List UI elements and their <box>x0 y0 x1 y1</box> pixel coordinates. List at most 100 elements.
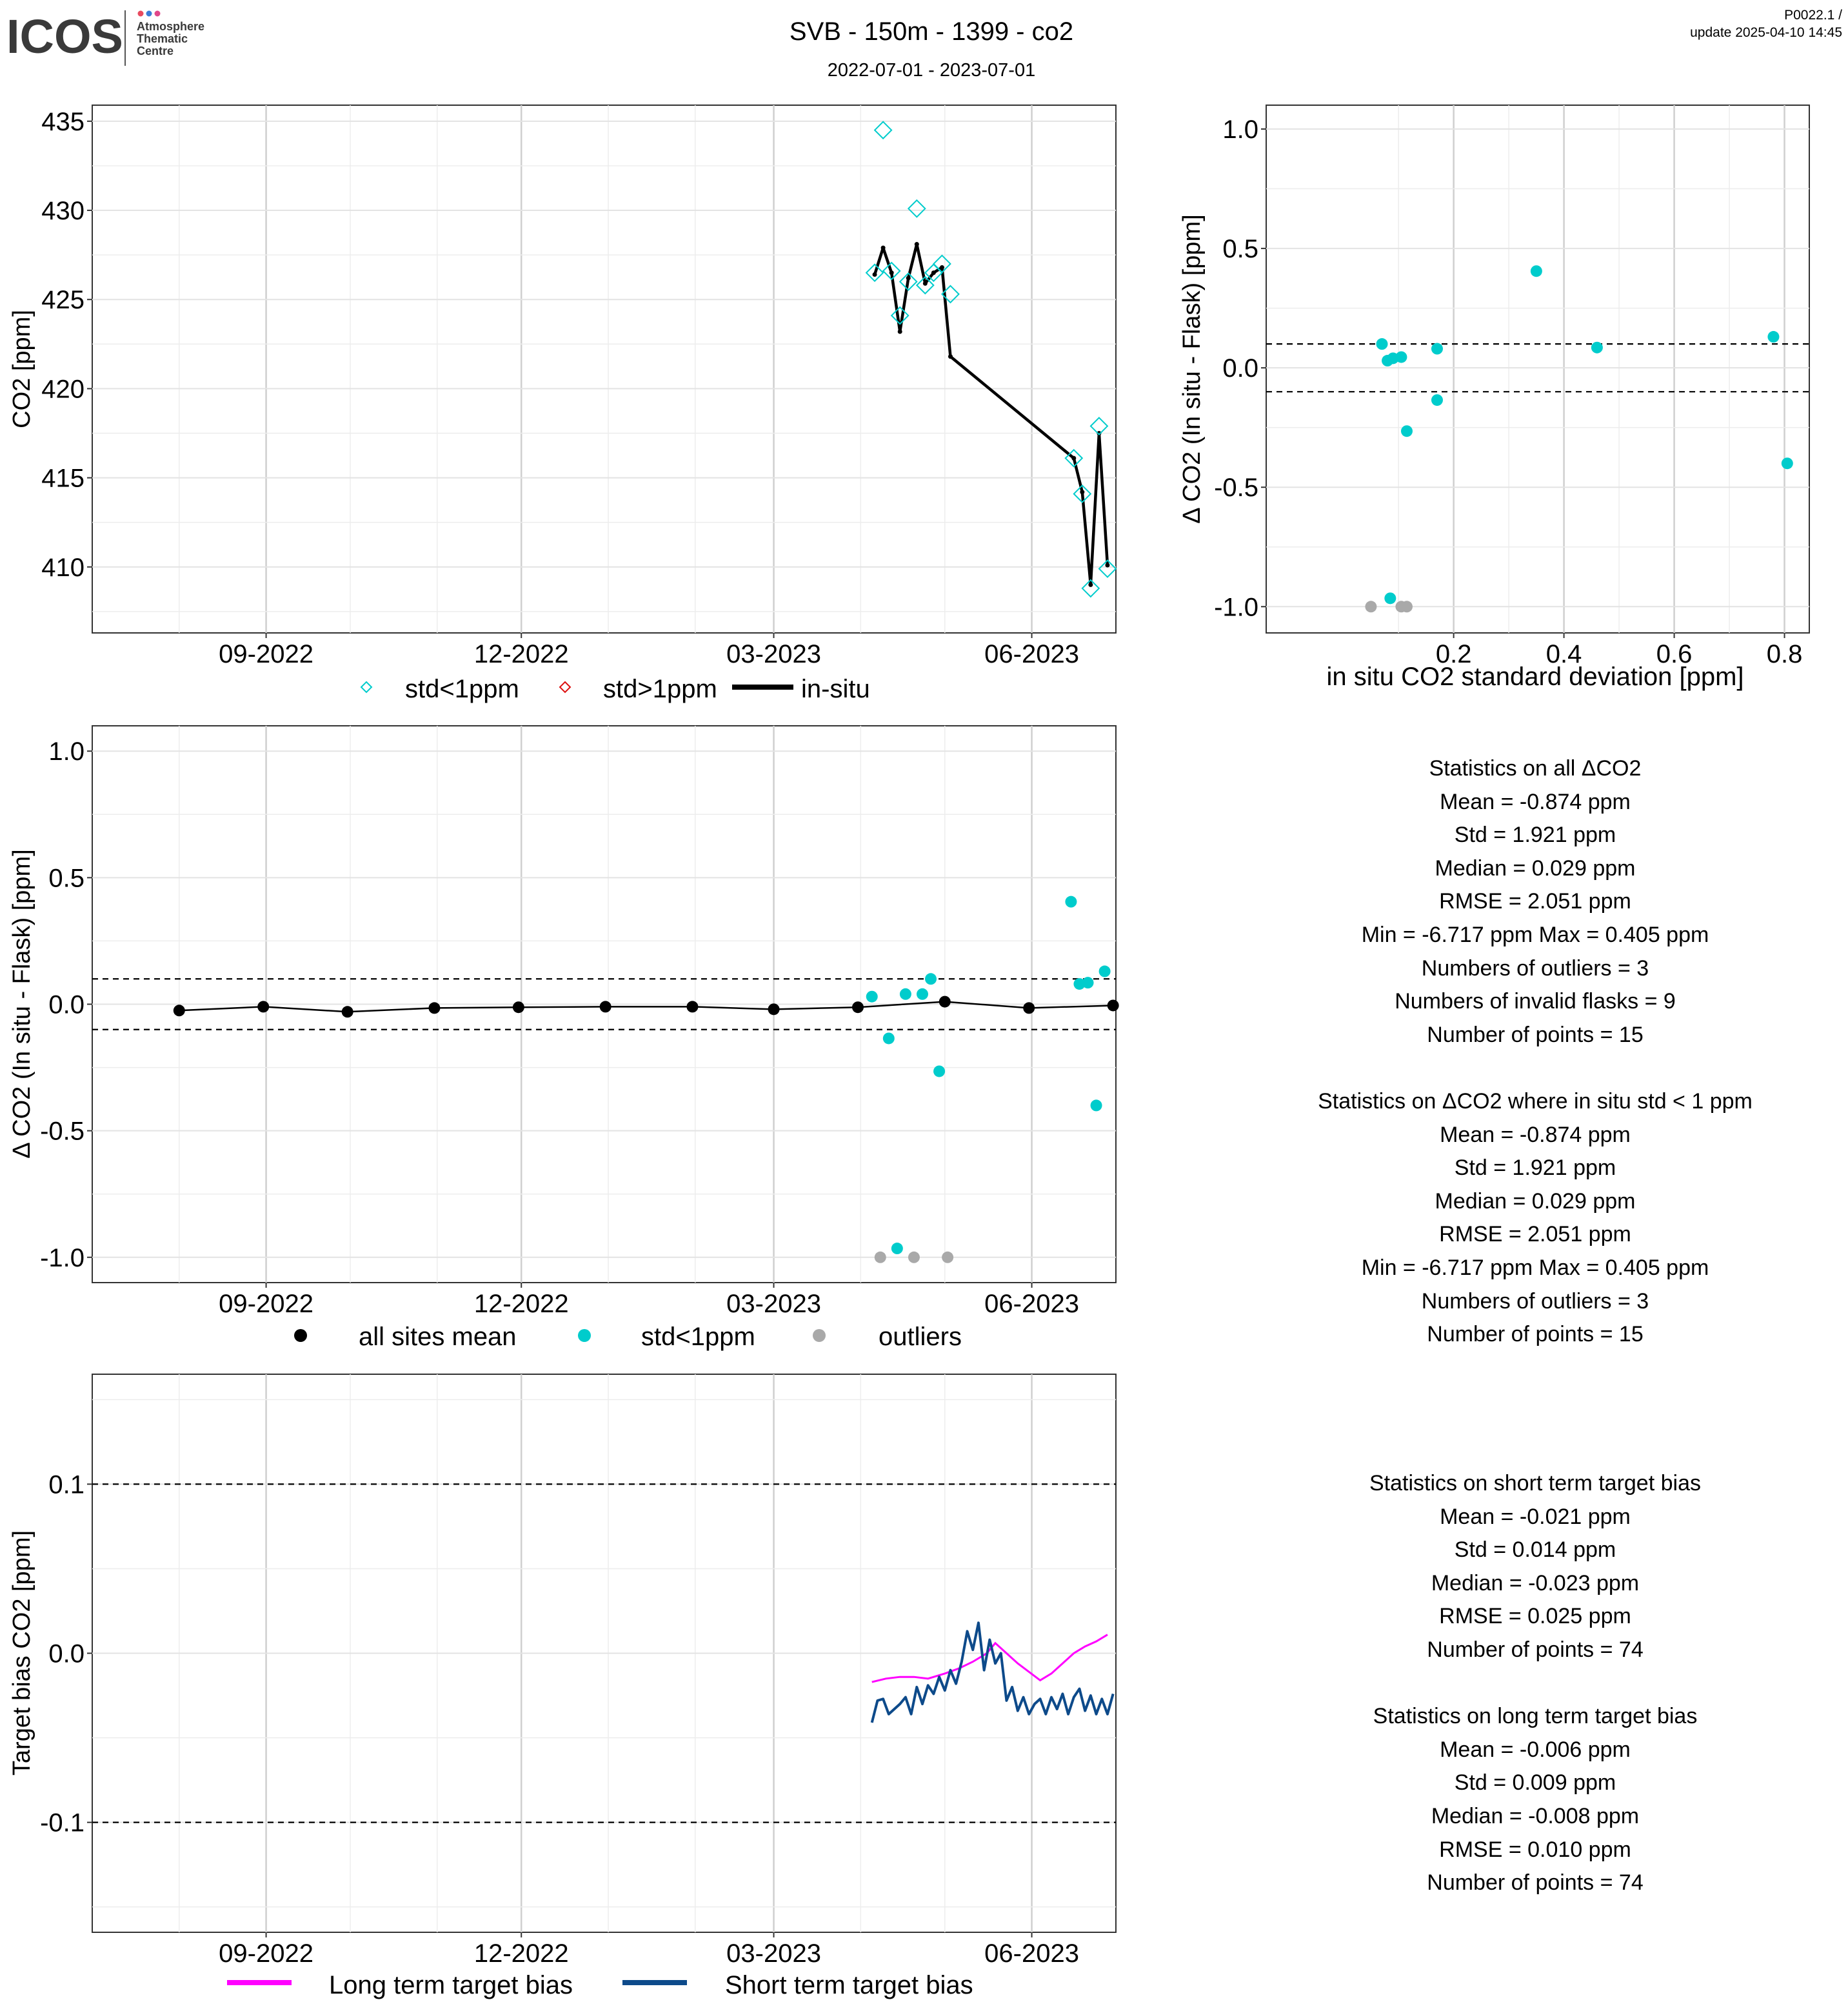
std-lt-1ppm-point <box>1098 965 1111 977</box>
stats-line: Number of points = 15 <box>1427 1022 1644 1047</box>
all-sites-mean-point <box>768 1003 780 1016</box>
delta-grid <box>92 726 1116 1283</box>
legend-label-all-sites-mean: all sites mean <box>359 1323 517 1351</box>
logo-dot-blue <box>146 10 152 17</box>
delta-y-tick-label: -0.5 <box>40 1117 84 1146</box>
scatter-y-tick-label: 0.0 <box>1222 354 1258 383</box>
all-sites-mean-point <box>851 1001 864 1014</box>
version-label: P0022.1 / <box>1784 8 1842 23</box>
std-lt-1ppm-point <box>925 973 937 985</box>
legend-label-std-gt-1ppm: std>1ppm <box>603 675 717 703</box>
stats-line: Mean = -0.874 ppm <box>1440 789 1631 814</box>
bias-x-tick-label: 12-2022 <box>474 1939 569 1968</box>
stats-line: Median = -0.023 ppm <box>1431 1570 1640 1596</box>
co2-y-tick-label: 430 <box>41 197 84 225</box>
outlier-point <box>908 1251 920 1263</box>
all-sites-mean-point <box>257 1001 270 1013</box>
flask-std-lt-1ppm-marker <box>907 199 926 218</box>
in-situ-point <box>948 354 953 359</box>
co2-x-tick-label: 12-2022 <box>474 640 569 668</box>
stats-line: Statistics on short term target bias <box>1369 1471 1701 1496</box>
std-lt-1ppm-point <box>1400 425 1413 437</box>
delta-y-ticks: -1.0 -0.5 0.0 0.5 1.0 <box>40 737 92 1272</box>
co2-plot-frame <box>92 105 1117 634</box>
delta-y-tick-label: 0.5 <box>48 864 84 892</box>
delta-y-tick-label: 1.0 <box>48 737 84 766</box>
stats-line: Statistics on all ΔCO2 <box>1429 756 1642 781</box>
in-situ-point <box>931 270 936 275</box>
stats-line: Std = 1.921 ppm <box>1454 823 1616 848</box>
scatter-y-tick-label: 0.5 <box>1222 235 1258 263</box>
delta-x-tick-label: 06-2023 <box>984 1290 1079 1318</box>
delta-x-ticks: 09-2022 12-2022 03-2023 06-2023 <box>219 1283 1079 1318</box>
legend-marker-all-sites-mean <box>294 1329 307 1342</box>
co2-legend: std<1ppm std>1ppm in-situ <box>360 675 870 703</box>
delta-x-tick-label: 12-2022 <box>474 1290 569 1318</box>
logo-dot-pink <box>154 10 161 17</box>
in-situ-point <box>906 275 911 281</box>
stats-line: Statistics on long term target bias <box>1373 1704 1698 1729</box>
in-situ-point <box>897 329 902 334</box>
bias-x-tick-label: 06-2023 <box>984 1939 1079 1968</box>
std-lt-1ppm-point <box>1065 895 1077 908</box>
scatter-x-axis-label: in situ CO2 standard deviation [ppm] <box>1326 663 1744 691</box>
stats-line: Min = -6.717 ppm Max = 0.405 ppm <box>1361 1255 1709 1280</box>
delta-timeseries-chart: -1.0-0.50.00.51.0 09-2022 12-2022 03-2023 0… <box>8 725 1119 1351</box>
outlier-point <box>942 1251 954 1263</box>
flask-std-lt-1ppm-marker <box>890 306 909 325</box>
in-situ-point <box>939 265 944 270</box>
in-situ-point <box>889 270 894 275</box>
co2-x-tick-label: 03-2023 <box>726 640 821 668</box>
stats-line: Std = 0.009 ppm <box>1454 1770 1616 1796</box>
stats-line: RMSE = 2.051 ppm <box>1439 1222 1631 1247</box>
std-lt-1ppm-point <box>1767 331 1780 343</box>
legend-label-long-term: Long term target bias <box>329 1971 573 1999</box>
stats-line: RMSE = 0.025 ppm <box>1439 1604 1631 1629</box>
legend-label-short-term: Short term target bias <box>725 1971 973 1999</box>
legend-label-in-situ: in-situ <box>801 675 870 703</box>
std-lt-1ppm-point <box>899 988 911 1000</box>
stats-line: Std = 1.921 ppm <box>1454 1156 1616 1181</box>
update-label: update 2025-04-10 14:45 <box>1690 25 1842 40</box>
stats-spacer <box>1213 1667 1848 1701</box>
stats-line: Numbers of outliers = 3 <box>1421 955 1649 981</box>
stats-line: Median = 0.029 ppm <box>1435 855 1636 881</box>
bias-y-tick-label: -0.1 <box>40 1809 84 1837</box>
in-situ-point <box>872 272 877 277</box>
stats-line: Numbers of invalid flasks = 9 <box>1395 989 1676 1014</box>
co2-y-tick-label: 410 <box>41 554 84 582</box>
in-situ-point <box>922 281 928 286</box>
short-term-bias-line <box>870 1621 1115 1723</box>
bias-x-tick-label: 03-2023 <box>726 1939 821 1968</box>
scatter-plot-frame <box>1266 105 1810 634</box>
stats-line: Numbers of outliers = 3 <box>1421 1288 1649 1314</box>
outlier-point <box>1400 601 1413 613</box>
delta-y-axis-label: Δ CO2 (In situ - Flask) [ppm] <box>8 849 35 1158</box>
scatter-y-tick-label: -1.0 <box>1214 593 1258 621</box>
stats-line: Mean = -0.006 ppm <box>1440 1737 1631 1762</box>
flask-std-lt-1ppm-marker <box>1064 448 1084 468</box>
logo-sub-1: Atmosphere <box>137 20 204 33</box>
flask-std-lt-1ppm-marker <box>941 285 960 304</box>
co2-y-tick-label: 435 <box>41 108 84 136</box>
flask-std-lt-1ppm-marker <box>899 272 918 292</box>
stats-line: Mean = -0.874 ppm <box>1440 1122 1631 1147</box>
bias-legend: Long term target bias Short term target … <box>227 1971 973 1999</box>
scatter-y-axis-label: Δ CO2 (In situ - Flask) [ppm] <box>1178 214 1206 523</box>
delta-stats-block: Statistics on all ΔCO2 Mean = -0.874 ppm… <box>1213 752 1848 1352</box>
co2-x-ticks: 09-2022 12-2022 03-2023 06-2023 <box>219 633 1079 668</box>
stats-line: Number of points = 15 <box>1427 1322 1644 1347</box>
std-lt-1ppm-point <box>1395 351 1407 363</box>
flask-std-lt-1ppm-marker <box>1081 579 1100 598</box>
stats-line: RMSE = 2.051 ppm <box>1439 889 1631 914</box>
std-lt-1ppm-point <box>1376 338 1388 350</box>
all-sites-mean-point <box>1107 999 1119 1012</box>
stats-line: RMSE = 0.010 ppm <box>1439 1837 1631 1862</box>
flask-std-lt-1ppm-marker <box>1073 485 1092 503</box>
std-lt-1ppm-point <box>866 990 878 1003</box>
delta-vs-std-chart: -1.0 -0.5 0.0 0.5 1.0 0.2 0.4 0.6 0.8 Δ CO2 (In… <box>1178 105 1810 691</box>
legend-point-in-situ <box>760 685 765 690</box>
co2-y-tick-label: 425 <box>41 286 84 314</box>
flask-std-lt-1ppm-marker <box>873 121 893 140</box>
legend-label-std-lt-1ppm: std<1ppm <box>405 675 519 703</box>
